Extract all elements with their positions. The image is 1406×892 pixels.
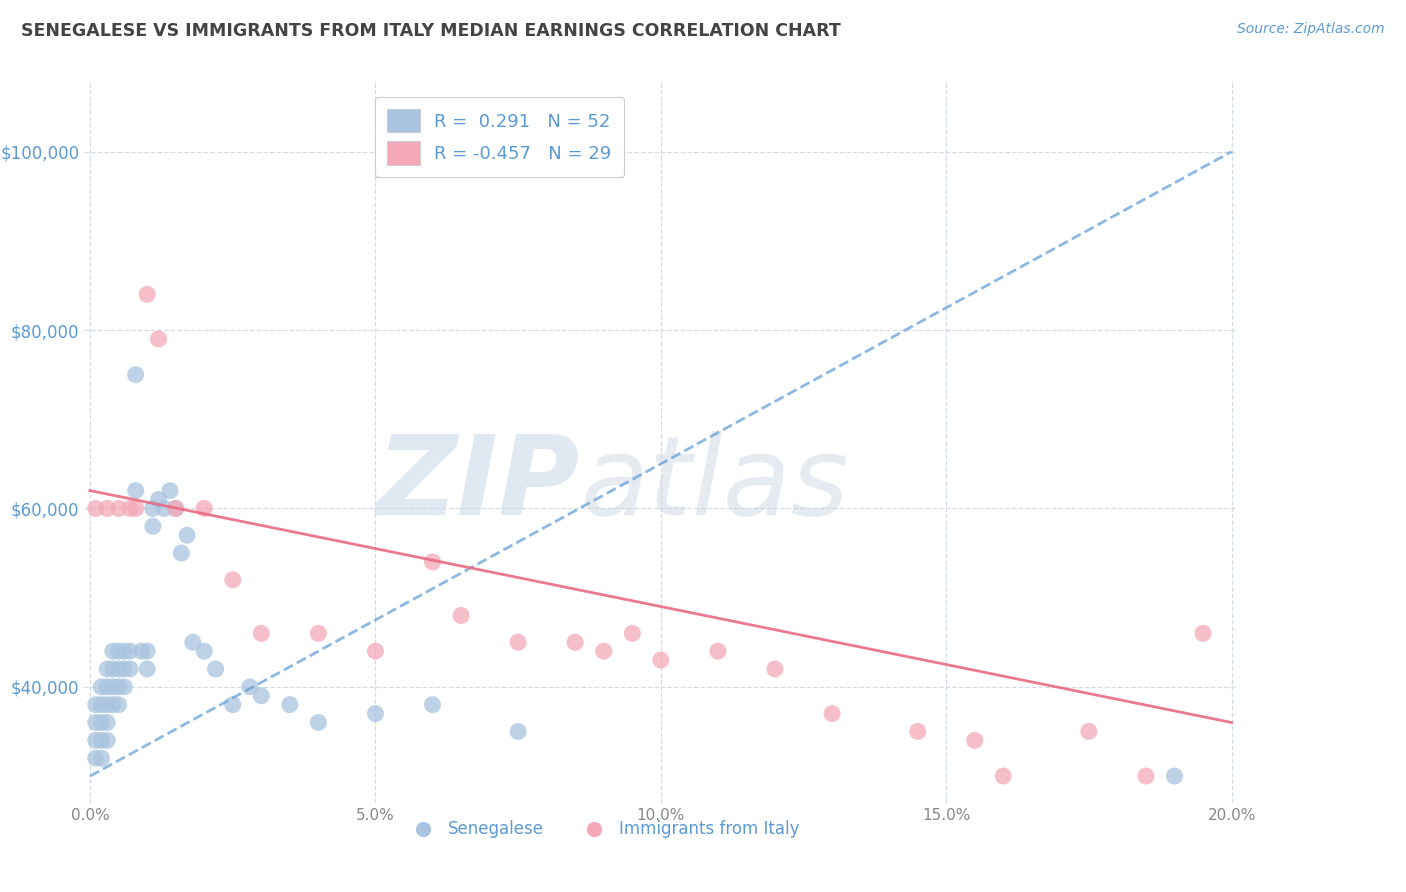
- Text: ZIP: ZIP: [377, 432, 581, 539]
- Point: [278, 698, 301, 712]
- Point: [364, 706, 387, 721]
- Point: [118, 501, 141, 516]
- Point: [422, 698, 444, 712]
- Point: [181, 635, 204, 649]
- Text: SENEGALESE VS IMMIGRANTS FROM ITALY MEDIAN EARNINGS CORRELATION CHART: SENEGALESE VS IMMIGRANTS FROM ITALY MEDI…: [21, 22, 841, 40]
- Point: [222, 573, 245, 587]
- Point: [90, 733, 112, 747]
- Point: [592, 644, 614, 658]
- Point: [1163, 769, 1185, 783]
- Point: [165, 501, 187, 516]
- Point: [239, 680, 262, 694]
- Point: [112, 662, 135, 676]
- Point: [107, 501, 129, 516]
- Text: atlas: atlas: [581, 432, 849, 539]
- Point: [763, 662, 786, 676]
- Point: [96, 501, 118, 516]
- Point: [307, 715, 329, 730]
- Point: [101, 680, 124, 694]
- Point: [907, 724, 929, 739]
- Point: [153, 501, 176, 516]
- Point: [165, 501, 187, 516]
- Point: [650, 653, 672, 667]
- Point: [107, 680, 129, 694]
- Point: [125, 368, 148, 382]
- Point: [821, 706, 844, 721]
- Point: [250, 689, 273, 703]
- Point: [131, 644, 153, 658]
- Point: [170, 546, 193, 560]
- Point: [125, 483, 148, 498]
- Point: [193, 501, 215, 516]
- Point: [96, 680, 118, 694]
- Point: [707, 644, 730, 658]
- Point: [508, 724, 530, 739]
- Point: [96, 662, 118, 676]
- Point: [250, 626, 273, 640]
- Point: [193, 644, 215, 658]
- Point: [1192, 626, 1215, 640]
- Point: [364, 644, 387, 658]
- Point: [112, 644, 135, 658]
- Point: [107, 644, 129, 658]
- Point: [1077, 724, 1099, 739]
- Point: [621, 626, 644, 640]
- Point: [96, 733, 118, 747]
- Point: [84, 733, 107, 747]
- Point: [84, 501, 107, 516]
- Point: [112, 680, 135, 694]
- Point: [993, 769, 1015, 783]
- Text: Source: ZipAtlas.com: Source: ZipAtlas.com: [1237, 22, 1385, 37]
- Point: [176, 528, 198, 542]
- Point: [422, 555, 444, 569]
- Point: [96, 715, 118, 730]
- Point: [142, 519, 165, 533]
- Point: [107, 662, 129, 676]
- Point: [142, 501, 165, 516]
- Point: [96, 698, 118, 712]
- Point: [84, 698, 107, 712]
- Point: [963, 733, 986, 747]
- Point: [564, 635, 586, 649]
- Point: [84, 751, 107, 765]
- Point: [222, 698, 245, 712]
- Point: [118, 662, 141, 676]
- Point: [307, 626, 329, 640]
- Point: [148, 332, 170, 346]
- Point: [90, 751, 112, 765]
- Point: [159, 483, 181, 498]
- Point: [136, 662, 159, 676]
- Point: [148, 492, 170, 507]
- Point: [101, 662, 124, 676]
- Point: [125, 501, 148, 516]
- Point: [90, 715, 112, 730]
- Point: [90, 680, 112, 694]
- Point: [1135, 769, 1157, 783]
- Point: [118, 644, 141, 658]
- Point: [508, 635, 530, 649]
- Legend: Senegalese, Immigrants from Italy: Senegalese, Immigrants from Italy: [399, 814, 807, 845]
- Point: [450, 608, 472, 623]
- Point: [90, 698, 112, 712]
- Point: [101, 644, 124, 658]
- Point: [204, 662, 226, 676]
- Point: [136, 287, 159, 301]
- Point: [136, 644, 159, 658]
- Point: [84, 715, 107, 730]
- Point: [101, 698, 124, 712]
- Point: [107, 698, 129, 712]
